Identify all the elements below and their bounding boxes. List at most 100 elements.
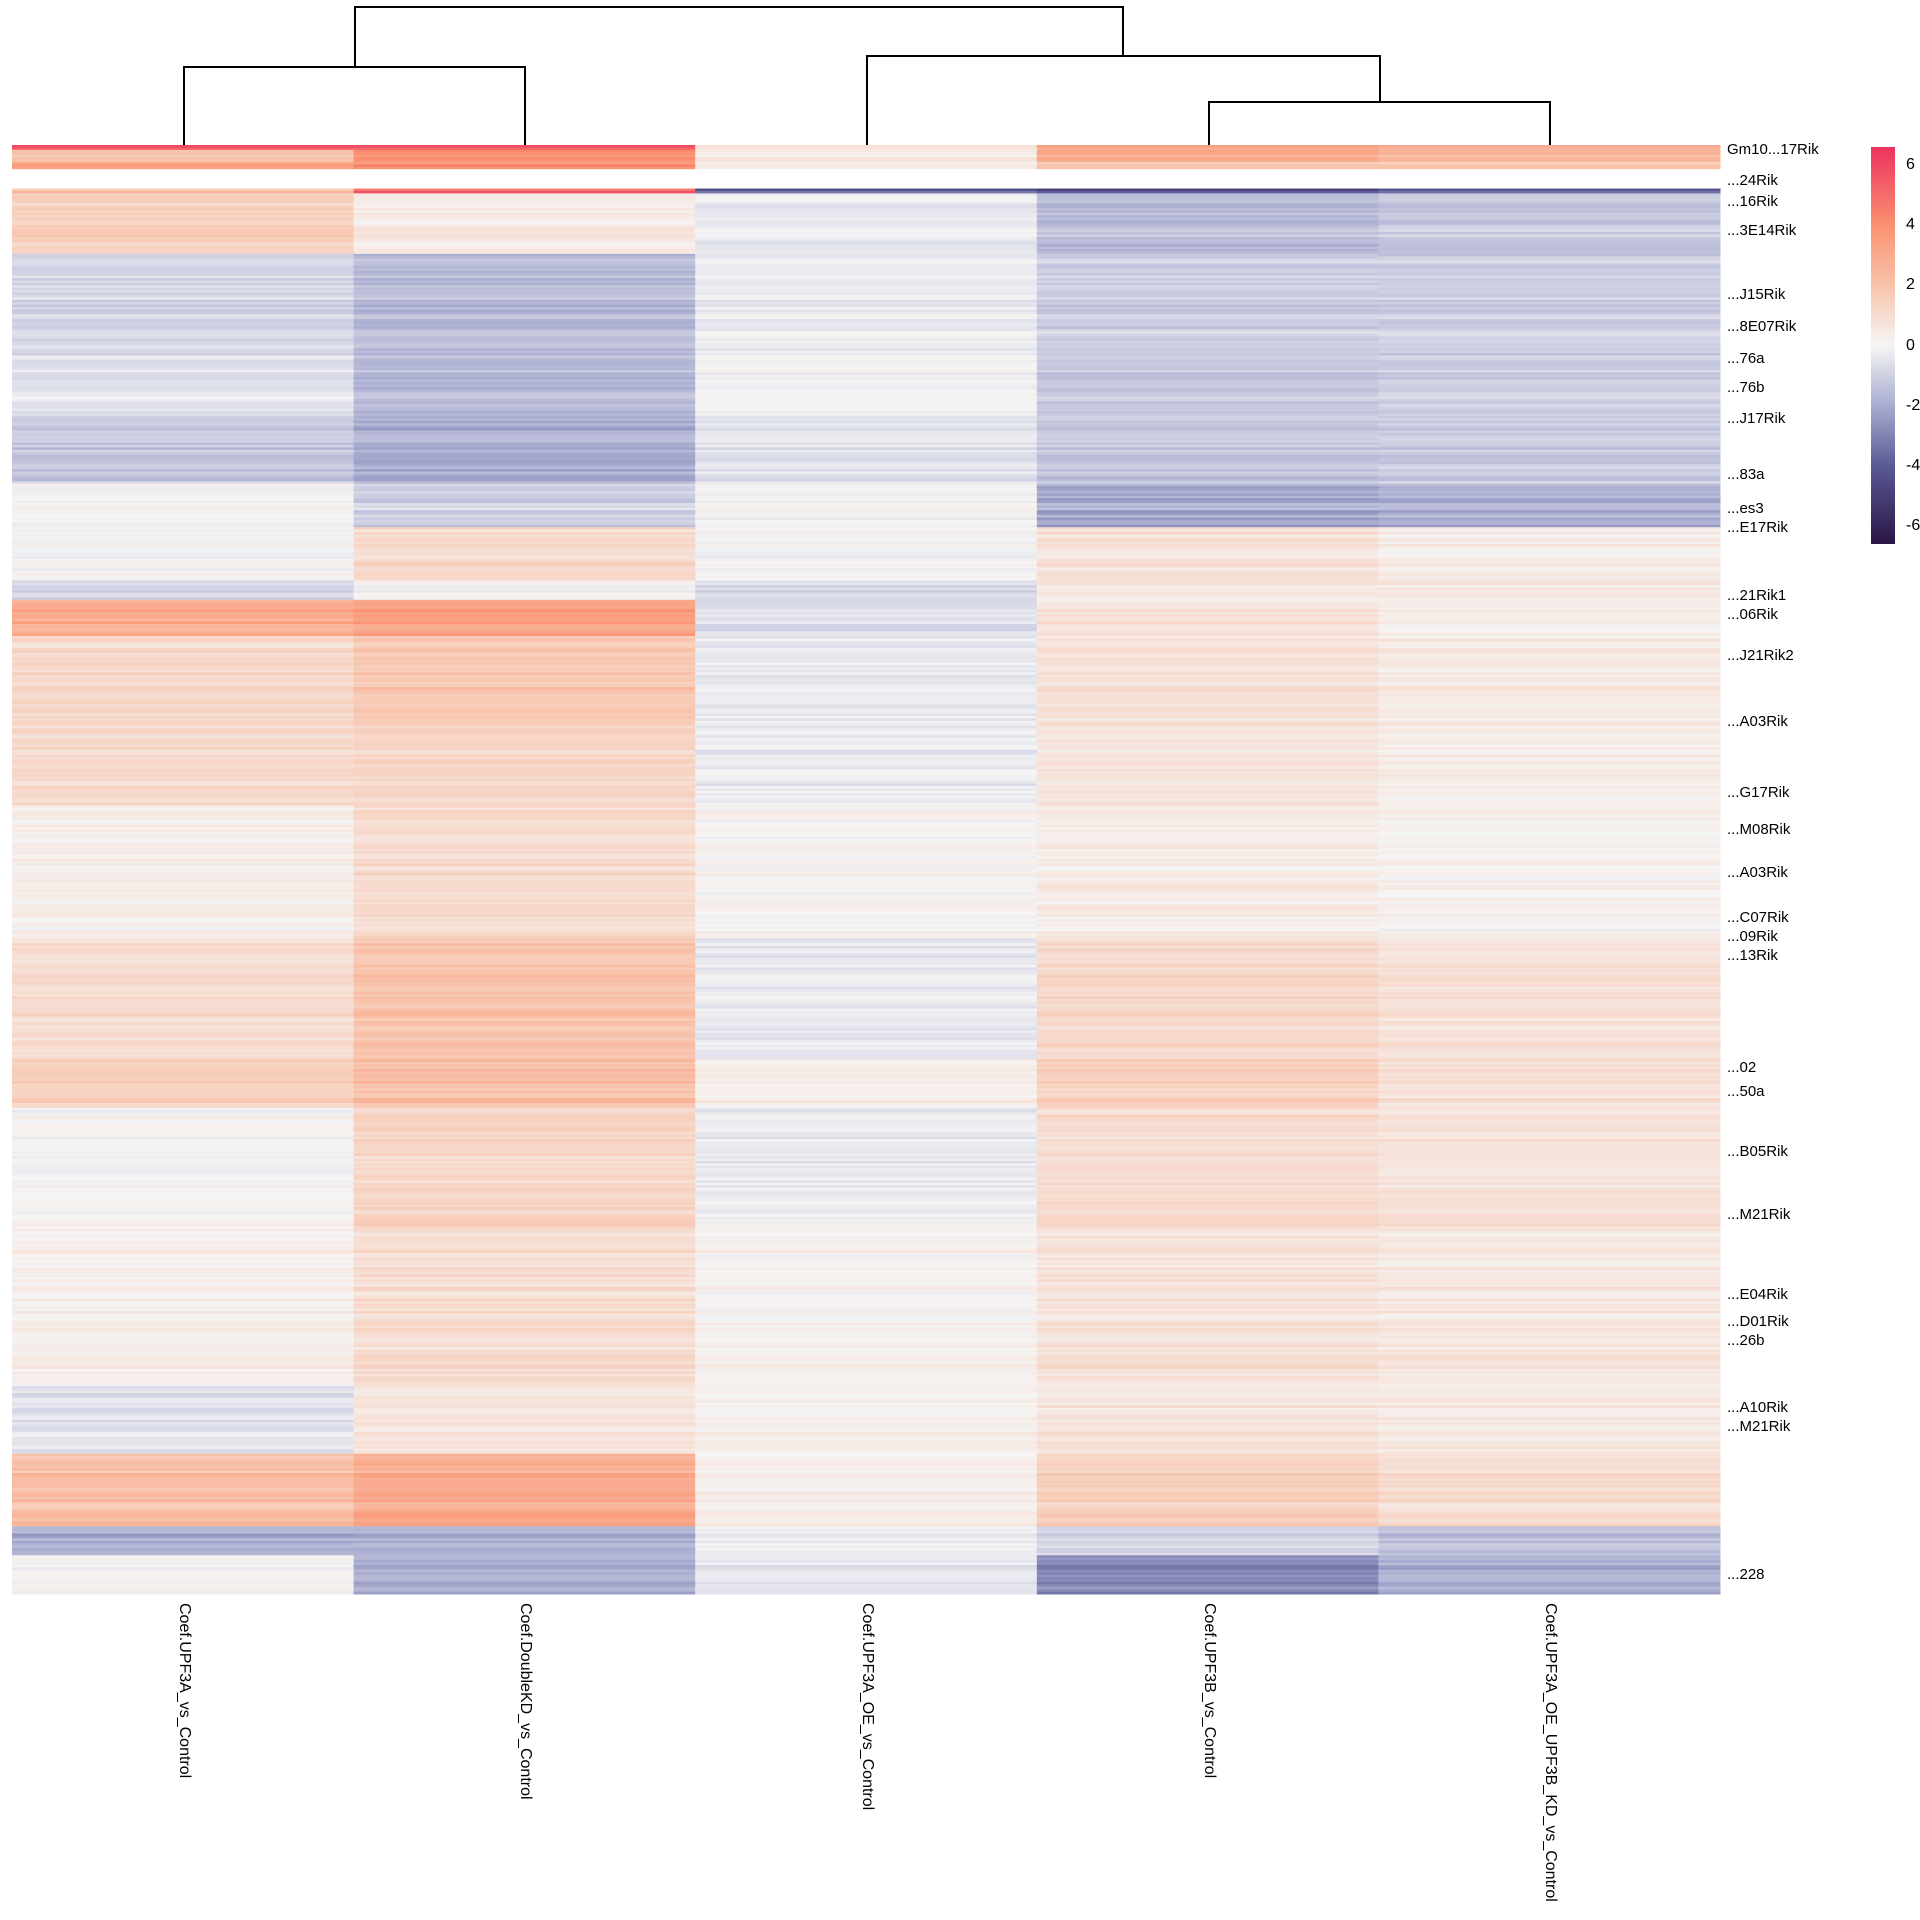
heatmap-cell [1378,1052,1721,1056]
heatmap-cell [353,1071,696,1075]
column-label: Coef.UPF3B_vs_Control [1201,1603,1218,1779]
heatmap-cell [1036,590,1379,594]
heatmap-cell [353,236,696,240]
heatmap-cell [1378,198,1721,202]
heatmap-cell [695,938,1038,942]
heatmap-cell [1378,962,1721,966]
heatmap-cell [1378,1177,1721,1181]
heatmap-cell [1378,466,1721,470]
heatmap-cell [1036,783,1379,787]
heatmap-cell [1378,498,1721,502]
heatmap-cell [353,340,696,344]
heatmap-cell [695,548,1038,552]
heatmap-cell [1036,1112,1379,1116]
heatmap-cell [695,694,1038,698]
heatmap-cell [1036,1192,1379,1196]
heatmap-cell [12,650,355,654]
heatmap-cell [695,771,1038,775]
heatmap-cell [12,195,355,199]
heatmap-cell [1378,527,1721,531]
heatmap-cell [1378,802,1721,806]
heatmap-cell [1036,319,1379,323]
heatmap-cell [1036,1035,1379,1039]
heatmap-cell [695,505,1038,509]
heatmap-cell [353,594,696,598]
heatmap-cell [12,186,355,190]
heatmap-cell [695,145,1038,148]
heatmap-cell [1378,171,1721,175]
heatmap-cell [1036,1219,1379,1222]
heatmap-cell [1378,145,1721,148]
heatmap-cell [695,507,1038,511]
heatmap-cell [1036,817,1379,821]
heatmap-cell [12,1497,355,1501]
heatmap-cell [353,1521,696,1525]
heatmap-cell [353,1378,696,1382]
heatmap-cell [1036,1376,1379,1380]
heatmap-cell [353,1098,696,1102]
heatmap-cell [353,420,696,424]
heatmap-cell [12,827,355,831]
heatmap-cell [12,1001,355,1005]
heatmap-cell [1036,1134,1379,1138]
heatmap-cell [353,328,696,332]
heatmap-cell [353,232,696,236]
heatmap-cell [353,694,696,698]
heatmap-cell [353,1076,696,1080]
heatmap-cell [12,1523,355,1527]
heatmap-cell [12,152,355,156]
heatmap-cell [1378,689,1721,693]
heatmap-cell [1378,1252,1721,1256]
heatmap-cell [1036,587,1379,591]
heatmap-cell [1036,437,1379,441]
heatmap-cell [1036,428,1379,431]
heatmap-cell [353,391,696,395]
heatmap-cell [695,210,1038,214]
heatmap-cell [1378,166,1721,170]
heatmap-cell [1036,778,1379,782]
heatmap-cell [695,1371,1038,1375]
heatmap-cell [1036,1323,1379,1326]
heatmap-cell [695,222,1038,226]
heatmap-cell [695,348,1038,352]
heatmap-cell [695,1485,1038,1489]
heatmap-cell [695,621,1038,625]
heatmap-cell [12,1414,355,1418]
heatmap-cell [695,1141,1038,1145]
heatmap-cell [12,307,355,310]
heatmap-cell [1036,1279,1379,1283]
heatmap-cell [353,708,696,712]
heatmap-cell [12,1349,355,1353]
heatmap-cell [353,1107,696,1111]
row-label: ...E04Rik [1727,1286,1788,1303]
heatmap-cell [695,682,1038,685]
heatmap-cell [1378,696,1721,700]
heatmap-cell [695,1228,1038,1232]
heatmap-cell [1036,1180,1379,1184]
heatmap-cell [12,1402,355,1406]
heatmap-cell [12,503,355,506]
heatmap-cell [695,897,1038,901]
heatmap-cell [12,1095,355,1099]
heatmap-cell [353,885,696,889]
heatmap-cell [1036,1303,1379,1307]
heatmap-cell [1378,1506,1721,1510]
heatmap-cell [695,1330,1038,1334]
heatmap-cell [1036,1190,1379,1193]
heatmap-cell [12,174,355,177]
heatmap-cell [1036,853,1379,857]
heatmap-cell [1378,1557,1721,1561]
heatmap-cell [12,689,355,693]
heatmap-cell [353,1030,696,1034]
heatmap-cell [695,1499,1038,1503]
heatmap-cell [695,943,1038,947]
heatmap-cell [1036,188,1379,192]
heatmap-cell [353,389,696,393]
heatmap-cell [12,863,355,867]
heatmap-cell [353,1562,696,1566]
heatmap-cell [695,512,1038,516]
heatmap-cell [353,916,696,920]
heatmap-cell [353,703,696,707]
heatmap-cell [353,906,696,910]
heatmap-cell [12,1100,355,1104]
